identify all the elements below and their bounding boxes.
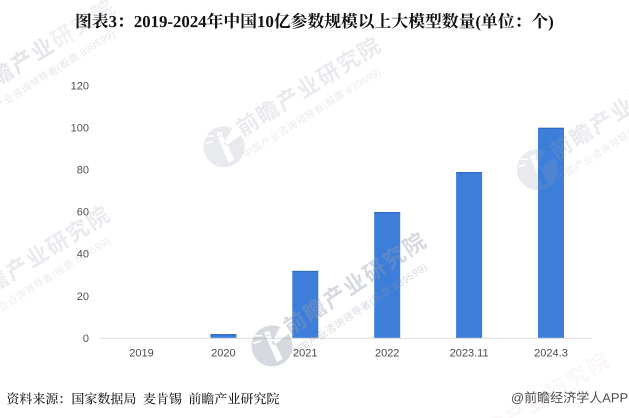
svg-text:2021: 2021 xyxy=(293,348,317,360)
svg-text:0: 0 xyxy=(83,333,89,345)
svg-text:80: 80 xyxy=(77,165,89,177)
svg-text:2023.11: 2023.11 xyxy=(450,348,489,360)
svg-text:2019: 2019 xyxy=(129,348,153,360)
svg-text:20: 20 xyxy=(77,291,89,303)
svg-text:60: 60 xyxy=(77,207,89,219)
svg-text:120: 120 xyxy=(71,80,89,92)
svg-text:2024.3: 2024.3 xyxy=(534,348,568,360)
svg-text:2020: 2020 xyxy=(211,348,235,360)
svg-text:2022: 2022 xyxy=(375,348,399,360)
svg-text:100: 100 xyxy=(71,122,89,134)
svg-text:40: 40 xyxy=(77,249,89,261)
